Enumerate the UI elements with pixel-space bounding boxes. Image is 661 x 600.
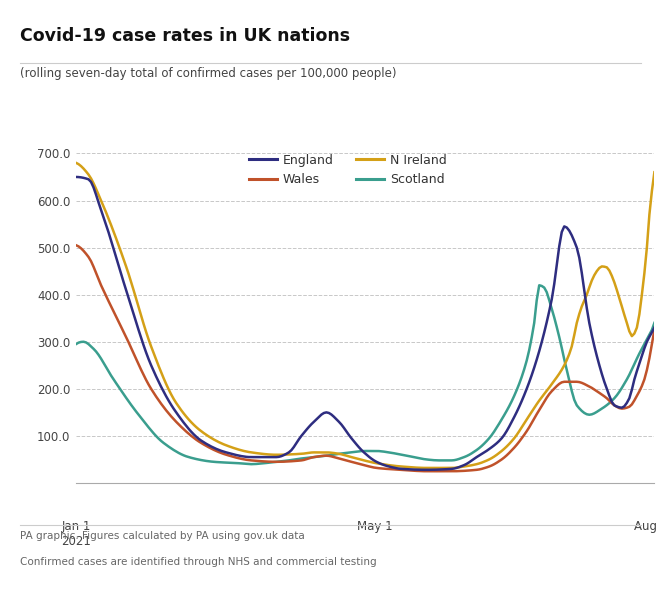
Text: Aug 19: Aug 19 (633, 520, 661, 533)
Text: May 1: May 1 (357, 520, 393, 533)
Text: Covid-19 case rates in UK nations: Covid-19 case rates in UK nations (20, 27, 350, 45)
Text: Confirmed cases are identified through NHS and commercial testing: Confirmed cases are identified through N… (20, 557, 377, 567)
Text: Jan 1
2021: Jan 1 2021 (61, 520, 91, 548)
Text: (rolling seven-day total of confirmed cases per 100,000 people): (rolling seven-day total of confirmed ca… (20, 67, 397, 80)
Text: PA graphic. Figures calculated by PA using gov.uk data: PA graphic. Figures calculated by PA usi… (20, 531, 305, 541)
Legend: England, Wales, N Ireland, Scotland: England, Wales, N Ireland, Scotland (249, 154, 447, 186)
